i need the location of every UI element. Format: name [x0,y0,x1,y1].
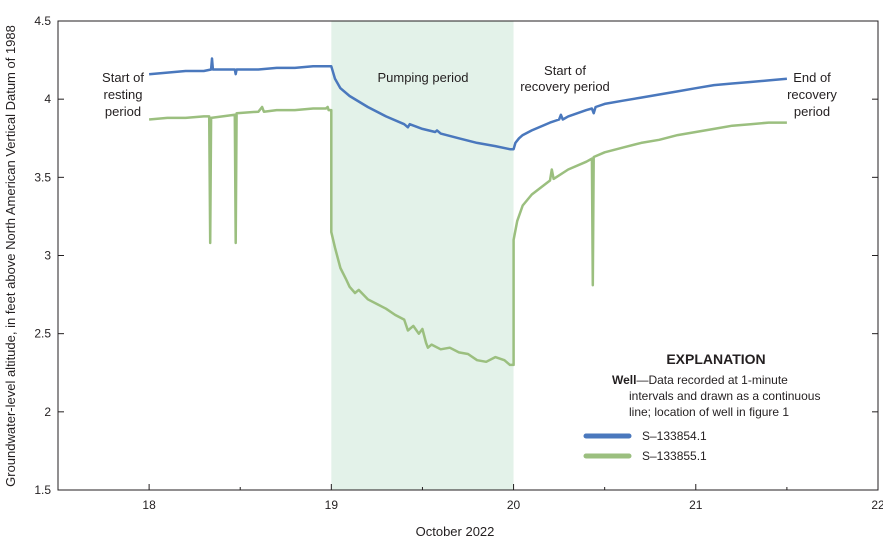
legend: EXPLANATION Well—Data recorded at 1-minu… [583,351,820,463]
pumping-period-label: Pumping period [377,70,468,85]
y-axis-title: Groundwater-level altitude, in feet abov… [3,25,18,487]
annotation-start-recovery-1: Start of [544,63,586,78]
legend-heading: Well [612,373,636,387]
pumping-period-region [331,21,514,490]
y-tick-label: 4 [44,92,51,106]
series-line-2 [148,105,787,367]
legend-label-s133855: S–133855.1 [642,449,707,463]
x-tick-label: 22 [871,498,883,512]
series-line-1 [148,57,788,151]
annotation-start-resting-2: resting [103,87,142,102]
annotation-start-recovery-2: recovery period [520,79,610,94]
series-layer [148,57,788,367]
x-tick-label: 20 [507,498,521,512]
x-axis-title: October 2022 [416,524,495,539]
annotation-end-recovery-1: End of [793,70,831,85]
annotation-start-resting-1: Start of [102,70,144,85]
legend-description-text-1: —Data recorded at 1-minute [636,373,788,387]
y-tick-label: 3 [44,249,51,263]
x-tick-label: 19 [325,498,339,512]
y-tick-label: 2.5 [34,327,51,341]
legend-description-line-3: line; location of well in figure 1 [629,405,789,419]
y-tick-label: 2 [44,405,51,419]
legend-description-line-1: Well—Data recorded at 1-minute [612,373,788,387]
y-tick-label: 3.5 [34,170,51,184]
y-tick-label: 1.5 [34,483,51,497]
y-tick-label: 4.5 [34,14,51,28]
x-tick-label: 18 [142,498,156,512]
legend-title: EXPLANATION [666,351,765,367]
annotation-end-recovery-2: recovery [787,87,837,102]
ticks-layer: 18 19 20 21 22 1.5 2 2.5 3 3.5 4 4.5 [34,14,883,512]
annotation-end-recovery-3: period [794,104,830,119]
annotation-start-resting-3: period [105,104,141,119]
legend-label-s133854: S–133854.1 [642,429,707,443]
legend-description-line-2: intervals and drawn as a continuous [629,389,820,403]
x-tick-label: 21 [689,498,703,512]
